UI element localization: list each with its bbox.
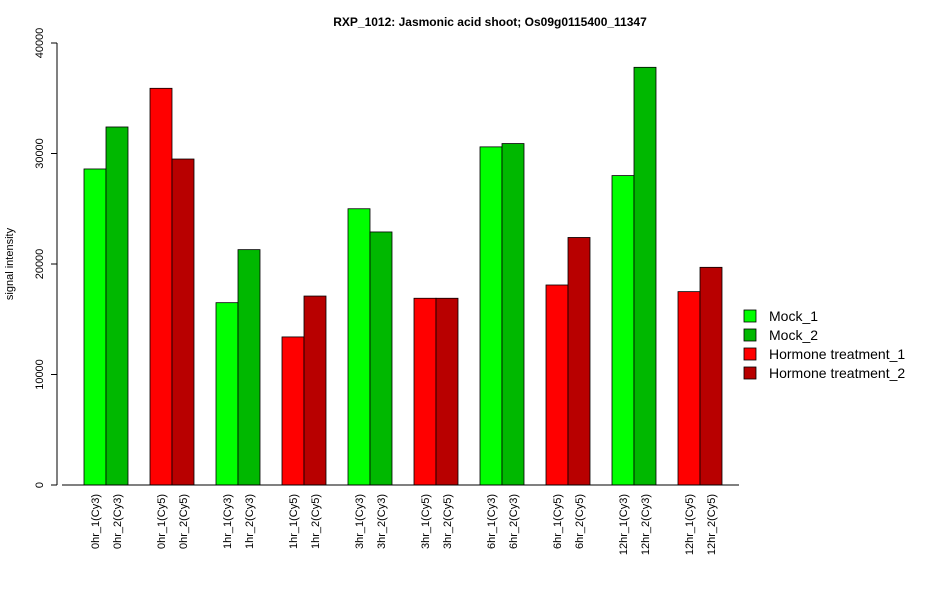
bars-group: [83, 66, 723, 486]
x-tick-label: 12hr_2(Cy5): [706, 494, 718, 555]
legend-swatch: [743, 328, 757, 342]
x-tick-label: 12hr_1(Cy5): [684, 494, 696, 555]
x-tick-label: 0hr_2(Cy3): [112, 494, 124, 549]
bar: [611, 175, 635, 486]
bar: [171, 158, 195, 486]
y-tick-label: 0: [34, 482, 46, 488]
x-tick-label: 1hr_2(Cy5): [310, 494, 322, 549]
y-tick-label: 30000: [34, 138, 46, 169]
bar: [149, 87, 173, 486]
bar: [413, 297, 437, 486]
x-tick-label: 6hr_1(Cy3): [486, 494, 498, 549]
bar: [677, 291, 701, 486]
x-tick-label: 6hr_2(Cy3): [508, 494, 520, 549]
bar: [699, 266, 723, 486]
bar: [347, 208, 371, 486]
x-tick-label: 0hr_2(Cy5): [178, 494, 190, 549]
y-tick-label: 20000: [34, 249, 46, 280]
y-tick-label: 10000: [34, 359, 46, 390]
bar: [479, 146, 503, 486]
chart-title: RXP_1012: Jasmonic acid shoot; Os09g0115…: [333, 15, 647, 29]
bar: [369, 231, 393, 486]
bar: [545, 284, 569, 486]
x-tick-label: 3hr_1(Cy3): [354, 494, 366, 549]
y-tick-label: 40000: [34, 28, 46, 59]
bar: [215, 302, 239, 486]
x-tick-label: 3hr_2(Cy3): [376, 494, 388, 549]
x-tick-label: 0hr_1(Cy3): [90, 494, 102, 549]
y-axis: 0 10000 20000 30000 40000: [34, 28, 58, 488]
y-axis-label: signal intensity: [4, 227, 16, 300]
x-tick-label: 1hr_1(Cy3): [222, 494, 234, 549]
x-tick-label: 6hr_1(Cy5): [552, 494, 564, 549]
x-tick-label: 12hr_1(Cy3): [618, 494, 630, 555]
bar: [83, 168, 107, 486]
x-tick-label: 12hr_2(Cy3): [640, 494, 652, 555]
bar: [303, 295, 327, 486]
bar: [633, 66, 657, 486]
legend-label: Hormone treatment_1: [769, 346, 905, 362]
legend-swatch: [743, 366, 757, 380]
x-tick-labels: 0hr_1(Cy3) 0hr_2(Cy3) 0hr_1(Cy5) 0hr_2(Cy5)…: [90, 494, 718, 555]
bar: [501, 143, 525, 486]
x-tick-label: 1hr_2(Cy3): [244, 494, 256, 549]
legend-swatch: [743, 309, 757, 323]
bar: [435, 297, 459, 486]
legend-label: Mock_2: [769, 327, 818, 343]
x-tick-label: 1hr_1(Cy5): [288, 494, 300, 549]
bar: [281, 336, 305, 486]
legend: Mock_1 Mock_2 Hormone treatment_1 Hormone t…: [743, 308, 905, 381]
x-tick-label: 3hr_2(Cy5): [442, 494, 454, 549]
bar: [105, 126, 129, 486]
bar: [567, 237, 591, 486]
x-tick-label: 6hr_2(Cy5): [574, 494, 586, 549]
legend-swatch: [743, 347, 757, 361]
legend-label: Hormone treatment_2: [769, 365, 905, 381]
legend-label: Mock_1: [769, 308, 818, 324]
x-tick-label: 0hr_1(Cy5): [156, 494, 168, 549]
x-tick-label: 3hr_1(Cy5): [420, 494, 432, 549]
bar: [237, 249, 261, 486]
